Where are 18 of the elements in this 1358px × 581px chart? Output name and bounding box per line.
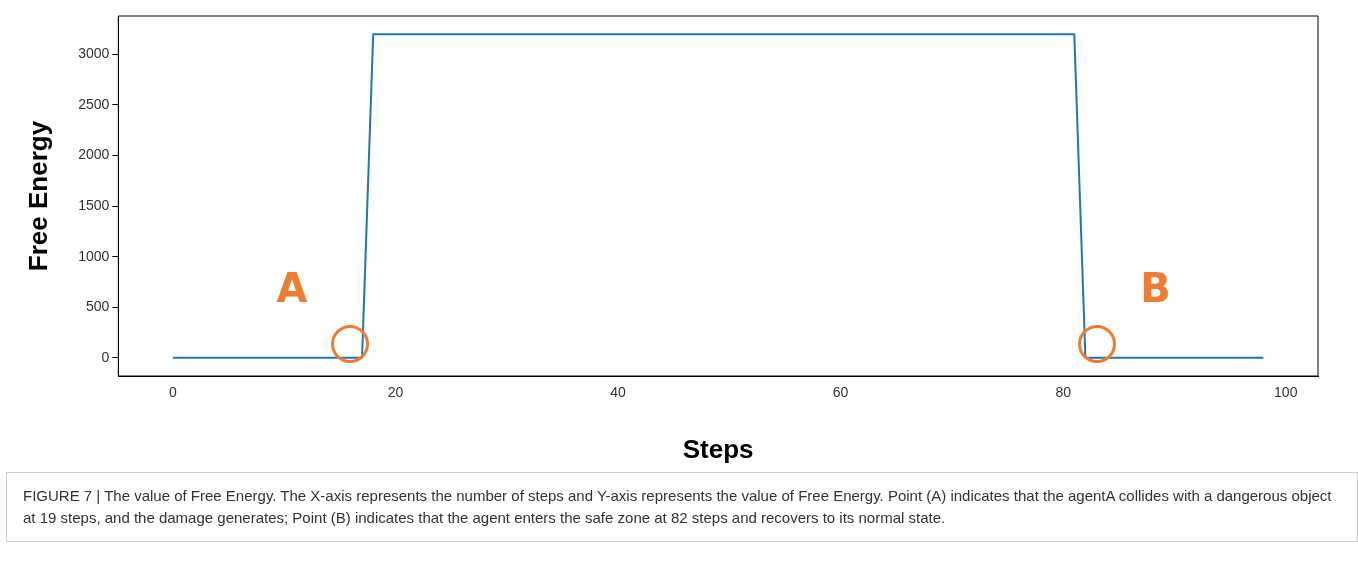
y-tick-label: 3000 — [78, 45, 110, 62]
annotation: B — [1140, 265, 1171, 312]
x-tick-label: 80 — [1055, 384, 1072, 401]
x-axis-title: Steps — [682, 433, 754, 464]
y-tick-label: 500 — [85, 298, 110, 315]
annotation: A — [276, 265, 308, 312]
y-tick-label: 0 — [101, 348, 110, 365]
x-tick-label: 20 — [387, 384, 404, 401]
caption: FIGURE 7 | The value of Free Energy. The X-axis represents the number of steps and Y-axis represents the value of Free Energy. Point (A) indicates that the agentA collides with a dangerous object at 19 steps, and the damage generates; Point (B) indicates that the agent enters the safe zone at 82 steps and recovers to its normal state. — [6, 472, 1358, 542]
x-tick-label: 40 — [610, 384, 627, 401]
y-tick-label: 2000 — [78, 146, 110, 163]
x-tick-label: 60 — [832, 384, 849, 401]
y-axis-title: Free Energy — [22, 120, 53, 272]
y-tick-label: 1000 — [78, 247, 110, 264]
y-tick-label: 2500 — [78, 95, 110, 112]
x-tick-label: 100 — [1274, 384, 1298, 401]
y-tick-label: 1500 — [78, 196, 110, 213]
x-tick-label: 0 — [168, 384, 177, 401]
